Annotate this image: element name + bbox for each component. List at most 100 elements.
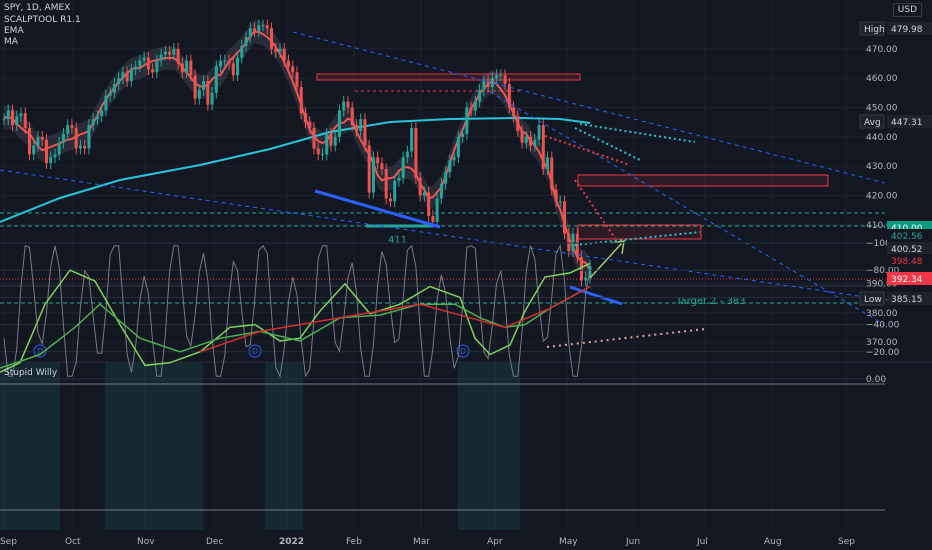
candle xyxy=(57,142,61,155)
y-tick-label: 440.00 xyxy=(866,133,898,143)
candle xyxy=(312,128,316,149)
candle xyxy=(401,157,405,178)
target-label: Target 2 - 383 xyxy=(675,296,746,307)
candle xyxy=(478,89,482,102)
candle xyxy=(236,57,240,76)
candle xyxy=(265,25,269,29)
candle xyxy=(159,54,163,61)
price-label-text-last-red: 398.48 xyxy=(891,257,923,267)
trendline-upper xyxy=(292,31,886,184)
osc-tick-label: −100.00 xyxy=(866,239,905,249)
candle xyxy=(2,119,6,121)
candle xyxy=(129,69,133,82)
candle xyxy=(248,28,252,38)
candle xyxy=(452,157,456,161)
dividend-marker xyxy=(248,344,262,358)
candle xyxy=(580,257,584,281)
y-tick-label: 470.00 xyxy=(866,45,898,55)
candle xyxy=(329,133,333,146)
candle xyxy=(138,60,142,67)
candle xyxy=(371,157,375,193)
osc-zone xyxy=(458,363,520,530)
osc-fast-line xyxy=(0,262,591,373)
candle xyxy=(274,48,278,52)
x-tick-label: Sep xyxy=(838,537,855,547)
indicator-ema: EMA xyxy=(4,26,24,36)
candle xyxy=(418,177,422,196)
y-tick-label: 420.00 xyxy=(866,191,898,201)
candle xyxy=(70,125,74,129)
price-tag-text-avg: Avg xyxy=(864,118,881,128)
candle xyxy=(303,113,307,123)
candle xyxy=(520,130,524,143)
candle xyxy=(325,133,329,155)
price-label-text-low: 385.15 xyxy=(891,295,923,305)
indicator-scalptool: SCALPTOOL R1.1 xyxy=(4,15,81,25)
currency-badge[interactable]: USD xyxy=(892,3,922,17)
candle xyxy=(125,72,129,82)
candle xyxy=(507,84,511,108)
candle xyxy=(219,60,223,67)
candle xyxy=(53,154,57,158)
resistance-box-430 xyxy=(577,174,829,187)
candle xyxy=(363,119,367,146)
x-tick-label: Dec xyxy=(206,537,223,547)
candle xyxy=(121,72,125,79)
candle xyxy=(40,136,44,140)
green-arrow-shaft xyxy=(589,242,623,279)
candle xyxy=(27,128,31,155)
x-tick-label: Sep xyxy=(0,537,17,547)
candle xyxy=(36,136,40,146)
candle xyxy=(486,81,490,87)
candle xyxy=(384,169,388,199)
candle xyxy=(87,125,91,149)
candle xyxy=(320,154,324,156)
candle xyxy=(253,28,257,32)
candle xyxy=(19,113,23,117)
osc-zone xyxy=(105,363,203,530)
candle xyxy=(533,139,537,146)
y-tick-label: 430.00 xyxy=(866,162,898,172)
candle xyxy=(554,189,558,202)
candle xyxy=(499,75,503,77)
candle xyxy=(567,233,571,252)
candle xyxy=(223,60,227,62)
candle xyxy=(299,86,303,114)
candle xyxy=(244,37,248,46)
dotted-cyan-1 xyxy=(579,123,696,143)
candle xyxy=(32,145,36,155)
candle xyxy=(240,45,244,58)
candle xyxy=(295,72,299,87)
price-label-low xyxy=(887,292,932,305)
candle xyxy=(367,145,371,193)
indicator-ma: MA xyxy=(4,37,18,47)
candle xyxy=(112,84,116,93)
candle xyxy=(189,60,193,76)
candle xyxy=(104,95,108,111)
y-tick-label: 410.00 xyxy=(866,221,898,231)
price-tag-text-low: Low xyxy=(864,295,882,305)
y-tick-label: 450.00 xyxy=(866,103,898,113)
candle xyxy=(516,116,520,131)
x-tick-label: Jul xyxy=(696,537,708,547)
candle xyxy=(193,75,197,99)
candle xyxy=(380,163,384,170)
candle xyxy=(465,107,469,134)
candle xyxy=(206,81,210,105)
candle xyxy=(571,233,575,252)
candle xyxy=(257,25,261,32)
candle xyxy=(15,116,19,126)
candle xyxy=(66,125,70,134)
candle xyxy=(550,157,554,190)
x-tick-label: Jun xyxy=(625,537,640,547)
price-label-avg xyxy=(887,115,932,128)
candle xyxy=(444,172,448,184)
candle xyxy=(282,48,286,61)
candle xyxy=(10,110,14,126)
y-tick-label: 370.00 xyxy=(866,338,898,348)
candle xyxy=(74,128,78,149)
candle xyxy=(422,192,426,196)
candle xyxy=(388,198,392,202)
candle xyxy=(342,101,346,111)
